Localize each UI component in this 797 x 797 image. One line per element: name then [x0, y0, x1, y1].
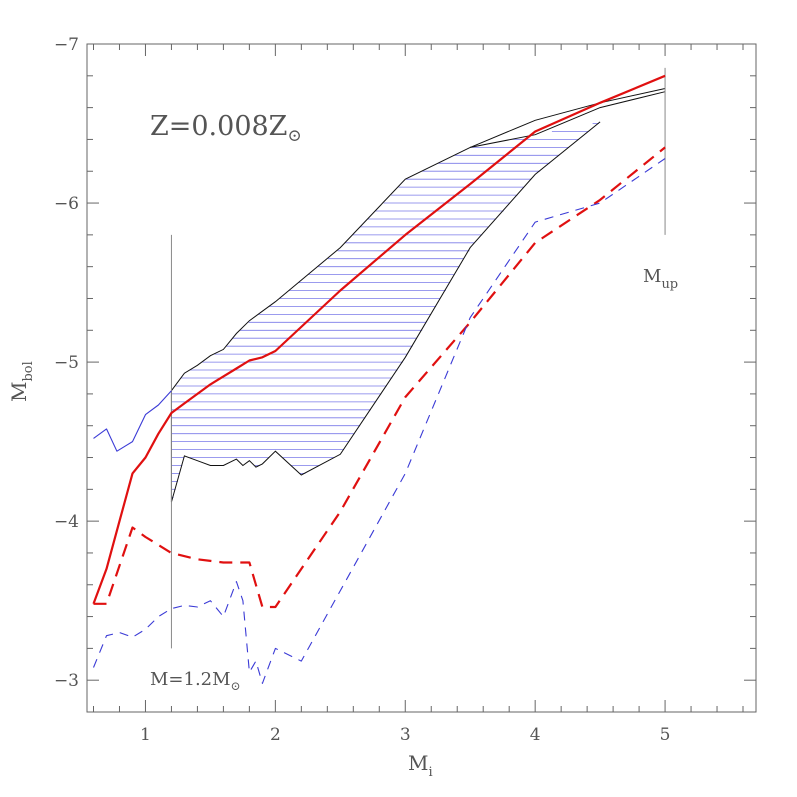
vertical-markers	[170, 67, 666, 649]
y-axis-label: Mbol	[7, 361, 36, 402]
annotation-metallicity-main: Z=0.008Z	[150, 111, 287, 142]
series-line-4	[92, 158, 666, 684]
plot-frame	[86, 43, 757, 713]
annotation-m-up-main: M	[643, 266, 661, 287]
y-tick-label: −6	[54, 194, 79, 214]
annotation-mass-limit-main: M=1.2M	[150, 669, 231, 690]
x-tick-label: 5	[660, 725, 671, 745]
series-line-1	[92, 74, 666, 605]
x-tick-label: 1	[140, 725, 151, 745]
x-tick-label: 2	[270, 725, 281, 745]
annotation-m-up: Mup	[643, 266, 678, 292]
sun-symbol: ⊙	[231, 679, 241, 693]
y-axis-label-main: M	[7, 382, 31, 402]
y-tick-label: −4	[54, 512, 79, 532]
y-tick-label: −3	[54, 671, 79, 691]
y-axis-label-sub: bol	[21, 361, 36, 381]
annotation-mass-limit: M=1.2M⊙	[150, 669, 241, 693]
series-line-3	[93, 390, 172, 452]
upper-boundary-line	[170, 88, 666, 391]
lower-boundary-line	[170, 121, 601, 503]
x-axis-label-main: M	[408, 751, 428, 775]
sun-symbol: ⊙	[287, 126, 301, 146]
axis-ticks: 1 2 3 4 5 −3 −4 −5 −6 −7	[54, 35, 756, 745]
annotation-metallicity: Z=0.008Z⊙	[150, 111, 302, 146]
series-line-2	[93, 146, 666, 609]
x-tick-label: 3	[400, 725, 411, 745]
annotation-m-up-sub: up	[661, 277, 678, 292]
upper-branch-line	[470, 91, 666, 148]
y-tick-label: −7	[54, 35, 79, 55]
x-axis-label: Mi	[408, 751, 433, 780]
hatched-region	[170, 88, 666, 503]
y-tick-label: −5	[54, 353, 79, 373]
x-axis-label-sub: i	[428, 765, 432, 780]
x-tick-label: 4	[530, 725, 541, 745]
series-lines	[92, 74, 666, 684]
